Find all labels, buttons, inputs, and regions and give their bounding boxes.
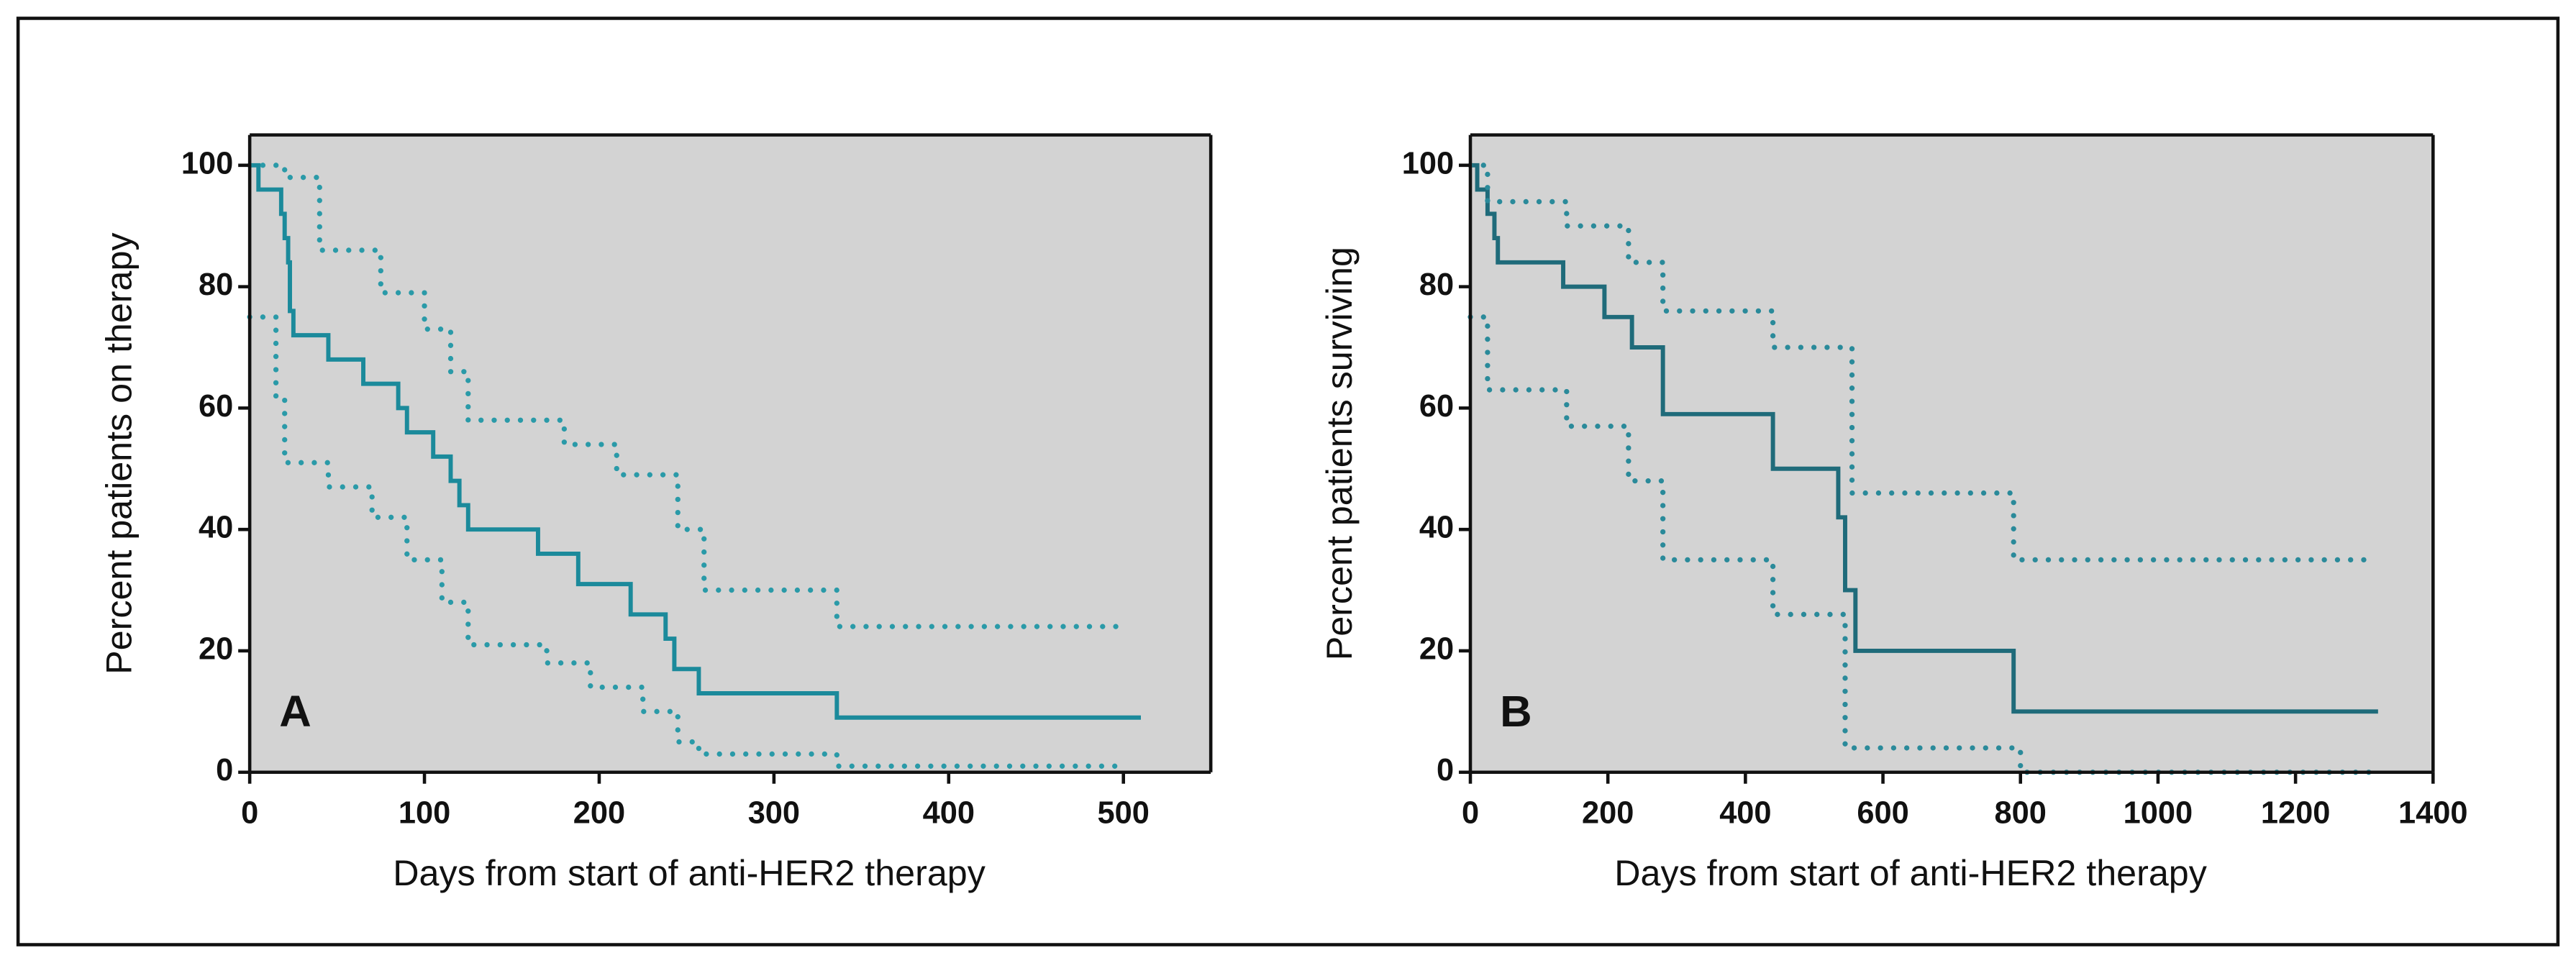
x-tick-label: 1000 — [2124, 796, 2193, 831]
y-tick-label: 0 — [216, 753, 233, 788]
y-axis-label: Percent patients surviving — [1319, 247, 1360, 660]
y-axis-label: Percent patients on therapy — [99, 232, 139, 675]
x-tick-label: 0 — [241, 796, 258, 831]
x-tick-label: 200 — [573, 796, 625, 831]
panel-label: B — [1500, 687, 1532, 736]
y-tick-label: 40 — [199, 511, 233, 545]
x-axis-label: Days from start of anti-HER2 therapy — [1614, 853, 2207, 893]
x-tick-label: 200 — [1582, 796, 1634, 831]
y-tick-label: 60 — [1419, 389, 1454, 424]
ci-line — [247, 163, 1127, 629]
ci-line — [247, 314, 1127, 769]
x-tick-label: 500 — [1098, 796, 1150, 831]
x-tick-label: 800 — [1995, 796, 2047, 831]
ci-line — [1467, 163, 2367, 563]
x-tick-label: 100 — [399, 796, 450, 831]
survival-line — [1470, 163, 2378, 714]
x-tick-label: 400 — [923, 796, 975, 831]
x-tick-label: 1400 — [2398, 796, 2468, 831]
x-tick-label: 400 — [1719, 796, 1771, 831]
y-tick-label: 100 — [1402, 146, 1454, 181]
plot-area — [250, 134, 1211, 772]
y-tick-label: 60 — [199, 389, 233, 424]
y-tick-label: 80 — [1419, 268, 1454, 302]
y-tick-label: 20 — [199, 631, 233, 666]
y-tick-label: 0 — [1437, 753, 1454, 788]
x-axis-label: Days from start of anti-HER2 therapy — [393, 853, 986, 893]
ci-line — [1467, 314, 2381, 775]
y-tick-label: 80 — [199, 268, 233, 302]
x-tick-label: 1200 — [2261, 796, 2331, 831]
x-tick-label: 300 — [748, 796, 800, 831]
y-tick-label: 40 — [1419, 511, 1454, 545]
y-tick-label: 100 — [181, 146, 233, 181]
x-tick-label: 0 — [1462, 796, 1479, 831]
x-tick-label: 600 — [1857, 796, 1908, 831]
survival-line — [250, 163, 1141, 720]
plot-area — [1470, 134, 2434, 772]
panel-label: A — [279, 687, 311, 736]
y-tick-label: 20 — [1419, 631, 1454, 666]
